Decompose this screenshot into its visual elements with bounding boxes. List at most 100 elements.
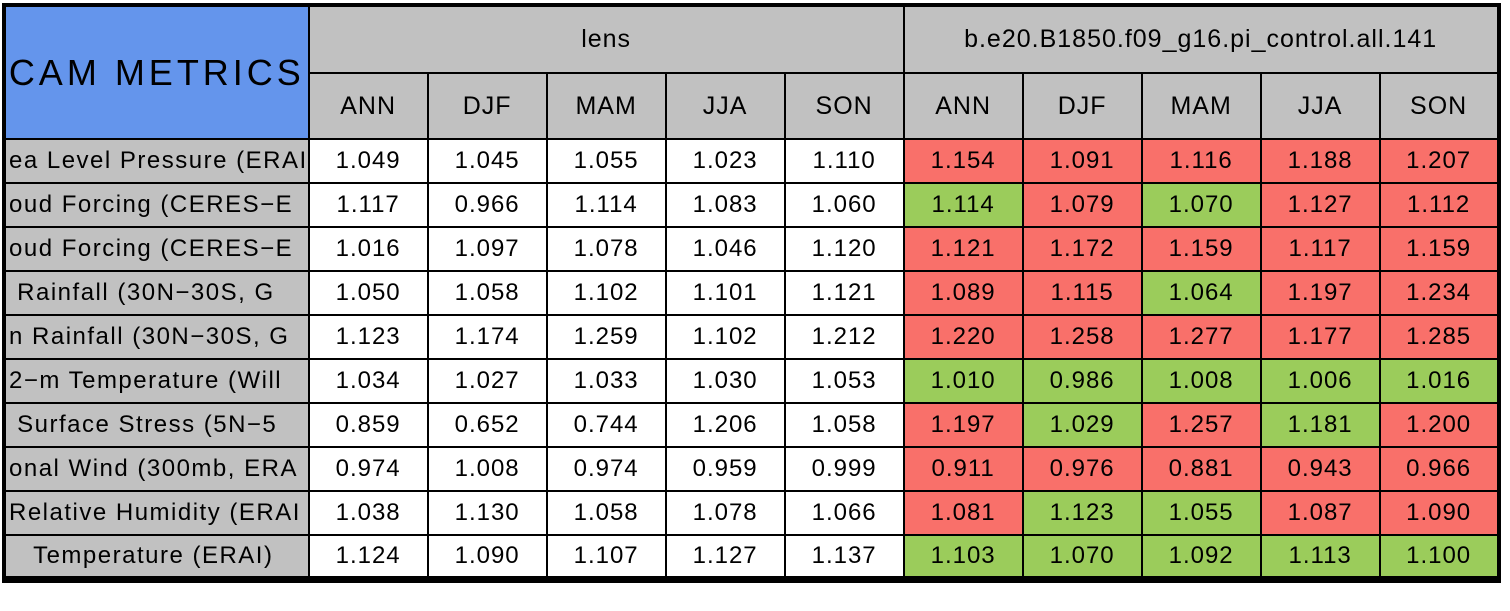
metric-label: Rainfall (30N−30S, G (3, 270, 310, 316)
lens-value-cell: 1.083 (664, 182, 786, 228)
lens-value-cell: 1.058 (545, 490, 667, 536)
lens-value-cell: 0.959 (664, 446, 786, 492)
lens-value-cell: 1.121 (783, 270, 905, 316)
control-value-cell: 1.115 (1021, 270, 1143, 316)
control-value-cell: 1.197 (1259, 270, 1381, 316)
control-value-cell: 1.092 (1140, 534, 1262, 580)
lens-value-cell: 0.652 (426, 402, 548, 448)
control-value-cell: 1.008 (1140, 358, 1262, 404)
group-header-control-run: b.e20.B1850.f09_g16.pi_control.all.141 (902, 4, 1500, 74)
lens-value-cell: 1.090 (426, 534, 548, 580)
lens-value-cell: 1.206 (664, 402, 786, 448)
lens-value-cell: 0.999 (783, 446, 905, 492)
season-header-control-mam: MAM (1140, 72, 1262, 140)
group-header-lens: lens (307, 4, 905, 74)
season-header-lens-son: SON (783, 72, 905, 140)
metric-label: 2−m Temperature (Will (3, 358, 310, 404)
control-value-cell: 1.006 (1259, 358, 1381, 404)
lens-value-cell: 1.114 (545, 182, 667, 228)
control-value-cell: 1.220 (902, 314, 1024, 360)
control-value-cell: 1.070 (1140, 182, 1262, 228)
cam-metrics-figure: CAM METRICS lens b.e20.B1850.f09_g16.pi_… (2, 3, 1501, 583)
lens-value-cell: 1.101 (664, 270, 786, 316)
cam-metrics-table: CAM METRICS lens b.e20.B1850.f09_g16.pi_… (2, 3, 1501, 583)
control-value-cell: 1.188 (1259, 138, 1381, 184)
season-header-lens-mam: MAM (545, 72, 667, 140)
control-value-cell: 1.277 (1140, 314, 1262, 360)
metric-label: onal Wind (300mb, ERA (3, 446, 310, 492)
lens-value-cell: 1.053 (783, 358, 905, 404)
lens-value-cell: 1.038 (307, 490, 429, 536)
control-value-cell: 1.181 (1259, 402, 1381, 448)
table-row: Relative Humidity (ERAI 1.038 1.130 1.05… (3, 490, 1500, 536)
control-value-cell: 1.113 (1259, 534, 1381, 580)
control-value-cell: 1.103 (902, 534, 1024, 580)
metric-label: Surface Stress (5N−5 (3, 402, 310, 448)
lens-value-cell: 1.033 (545, 358, 667, 404)
metric-label: n Rainfall (30N−30S, G (3, 314, 310, 360)
group-header-row: CAM METRICS lens b.e20.B1850.f09_g16.pi_… (3, 4, 1500, 140)
control-value-cell: 1.087 (1259, 490, 1381, 536)
lens-value-cell: 1.027 (426, 358, 548, 404)
table-row: Temperature (ERAI) 1.124 1.090 1.107 1.1… (3, 534, 1500, 580)
control-value-cell: 1.159 (1378, 226, 1500, 272)
table-title: CAM METRICS (3, 4, 310, 140)
lens-value-cell: 1.124 (307, 534, 429, 580)
lens-value-cell: 1.060 (783, 182, 905, 228)
control-value-cell: 1.117 (1259, 226, 1381, 272)
lens-value-cell: 1.127 (664, 534, 786, 580)
lens-value-cell: 0.974 (545, 446, 667, 492)
lens-value-cell: 1.046 (664, 226, 786, 272)
lens-value-cell: 0.744 (545, 402, 667, 448)
control-value-cell: 1.089 (902, 270, 1024, 316)
control-value-cell: 1.197 (902, 402, 1024, 448)
metric-label: oud Forcing (CERES−E (3, 226, 310, 272)
lens-value-cell: 1.034 (307, 358, 429, 404)
lens-value-cell: 1.055 (545, 138, 667, 184)
control-value-cell: 0.881 (1140, 446, 1262, 492)
control-value-cell: 1.127 (1259, 182, 1381, 228)
control-value-cell: 1.016 (1378, 358, 1500, 404)
lens-value-cell: 1.110 (783, 138, 905, 184)
control-value-cell: 1.091 (1021, 138, 1143, 184)
season-header-lens-ann: ANN (307, 72, 429, 140)
control-value-cell: 0.911 (902, 446, 1024, 492)
lens-value-cell: 1.023 (664, 138, 786, 184)
control-value-cell: 1.100 (1378, 534, 1500, 580)
control-value-cell: 1.123 (1021, 490, 1143, 536)
metric-label: Relative Humidity (ERAI (3, 490, 310, 536)
control-value-cell: 1.200 (1378, 402, 1500, 448)
lens-value-cell: 1.078 (664, 490, 786, 536)
table-row: Surface Stress (5N−5 0.859 0.652 0.744 1… (3, 402, 1500, 448)
lens-value-cell: 1.259 (545, 314, 667, 360)
table-row: Rainfall (30N−30S, G 1.050 1.058 1.102 1… (3, 270, 1500, 316)
control-value-cell: 1.234 (1378, 270, 1500, 316)
control-value-cell: 1.112 (1378, 182, 1500, 228)
lens-value-cell: 1.120 (783, 226, 905, 272)
control-value-cell: 0.976 (1021, 446, 1143, 492)
table-row: ea Level Pressure (ERAI 1.049 1.045 1.05… (3, 138, 1500, 184)
lens-value-cell: 1.174 (426, 314, 548, 360)
lens-value-cell: 1.097 (426, 226, 548, 272)
control-value-cell: 1.055 (1140, 490, 1262, 536)
control-value-cell: 0.943 (1259, 446, 1381, 492)
control-value-cell: 1.258 (1021, 314, 1143, 360)
control-value-cell: 1.064 (1140, 270, 1262, 316)
lens-value-cell: 1.058 (783, 402, 905, 448)
control-value-cell: 0.966 (1378, 446, 1500, 492)
lens-value-cell: 0.974 (307, 446, 429, 492)
control-value-cell: 1.154 (902, 138, 1024, 184)
lens-value-cell: 1.107 (545, 534, 667, 580)
control-value-cell: 1.257 (1140, 402, 1262, 448)
control-value-cell: 1.116 (1140, 138, 1262, 184)
lens-value-cell: 1.016 (307, 226, 429, 272)
control-value-cell: 1.010 (902, 358, 1024, 404)
lens-value-cell: 0.966 (426, 182, 548, 228)
control-value-cell: 1.090 (1378, 490, 1500, 536)
control-value-cell: 1.207 (1378, 138, 1500, 184)
lens-value-cell: 1.102 (664, 314, 786, 360)
season-header-lens-jja: JJA (664, 72, 786, 140)
lens-value-cell: 1.045 (426, 138, 548, 184)
control-value-cell: 1.159 (1140, 226, 1262, 272)
control-value-cell: 1.079 (1021, 182, 1143, 228)
